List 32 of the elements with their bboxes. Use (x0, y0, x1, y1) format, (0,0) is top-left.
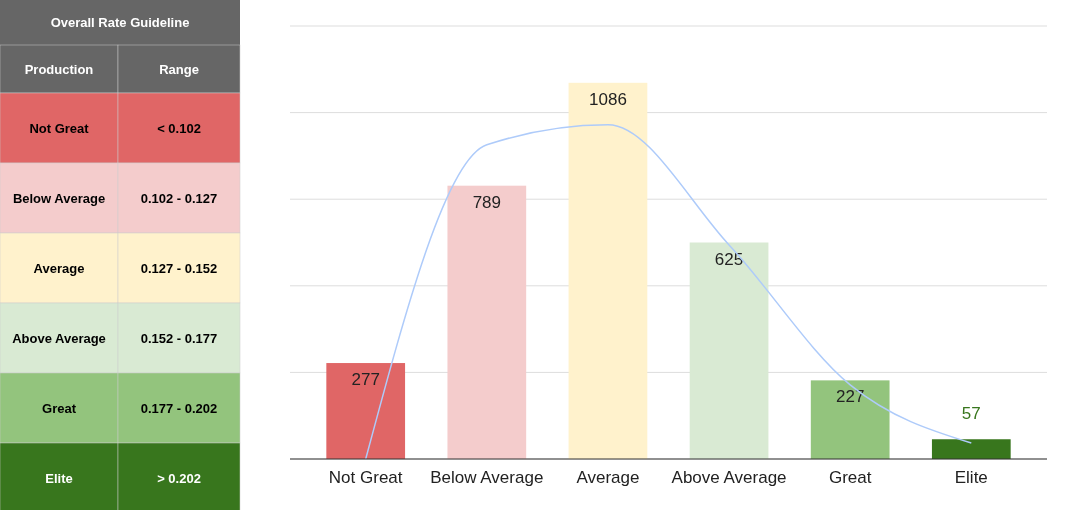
x-tick-label: Average (576, 468, 640, 487)
bar (326, 363, 406, 459)
x-tick-label: Not Great (328, 468, 403, 487)
data-label: 625 (714, 249, 744, 269)
bar (447, 185, 527, 459)
category-label: Production (24, 62, 94, 77)
data-label: 277 (351, 370, 380, 390)
data-label: 57 (961, 404, 981, 424)
bar (568, 82, 648, 459)
category-label: Average (33, 261, 85, 276)
data-label: 1086 (589, 89, 627, 109)
text: 0.177 - 0.202 (140, 401, 218, 416)
bar (931, 439, 1011, 459)
x-tick-label: Elite (954, 468, 988, 487)
text: > 0.202 (157, 471, 201, 486)
text: Overall Rate Guideline (50, 14, 190, 30)
x-tick-label: Below Average (430, 468, 544, 487)
bar (810, 380, 890, 459)
category-label: Below Average (12, 191, 106, 206)
data-label: 789 (472, 192, 502, 212)
category-label: Not Great (29, 121, 90, 136)
text: 0.127 - 0.152 (140, 261, 218, 276)
data-label: 227 (835, 387, 865, 407)
category-label: Great (42, 401, 77, 416)
bar (689, 242, 769, 459)
category-label: Above Average (12, 331, 106, 346)
x-tick-label: Above Average (671, 468, 787, 487)
text: < 0.102 (157, 121, 201, 136)
text: 0.102 - 0.127 (140, 191, 218, 206)
x-tick-label: Great (828, 468, 872, 487)
text: Range (159, 62, 199, 77)
text: 0.152 - 0.177 (140, 331, 218, 346)
